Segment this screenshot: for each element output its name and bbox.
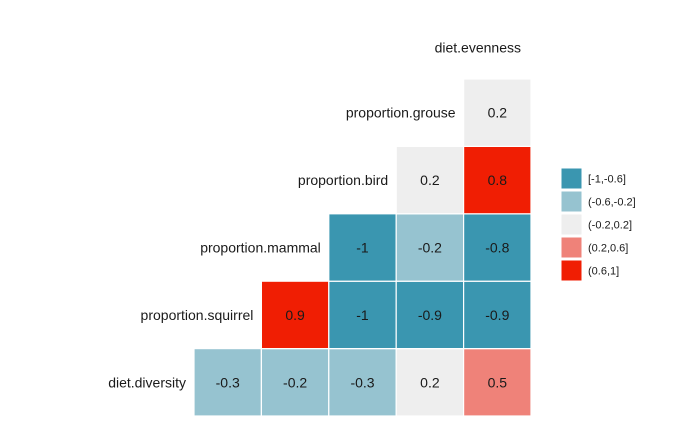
- legend-label: (0.2,0.6]: [588, 243, 628, 255]
- heatmap-cell: [260, 348, 330, 417]
- heatmap-cell: [193, 348, 263, 417]
- legend-swatch: [560, 190, 583, 213]
- heatmap-cell: [463, 213, 532, 282]
- legend-label: (-0.2,0.2]: [588, 220, 632, 232]
- cell-value-label: 0.2: [420, 172, 440, 188]
- heatmap-cell: [463, 78, 532, 148]
- legend: [-1,-0.6] (-0.6,-0.2] (-0.2,0.2] (0.2,0.6] (…: [560, 167, 636, 282]
- variable-label: proportion.mammal: [200, 240, 321, 256]
- cell-value-label: -0.8: [485, 240, 509, 256]
- cell-value-label: 0.5: [488, 374, 508, 390]
- cell-value-label: -1: [356, 307, 369, 323]
- cell-value-label: -0.2: [283, 374, 307, 390]
- legend-label: (-0.6,-0.2]: [588, 197, 636, 209]
- heatmap-cell: [463, 280, 532, 350]
- legend-swatch: [560, 259, 583, 282]
- cell-value-label: -0.3: [350, 374, 374, 390]
- legend-label: [-1,-0.6]: [588, 174, 626, 186]
- legend-swatch: [560, 167, 583, 190]
- legend-swatch: [560, 236, 583, 259]
- heatmap-cell: [395, 145, 465, 215]
- heatmap-cells: [193, 78, 532, 417]
- heatmap-cell: [463, 348, 532, 417]
- cell-value-label: 0.8: [488, 172, 508, 188]
- heatmap-cell: [260, 280, 330, 350]
- cell-value-label: 0.2: [420, 374, 440, 390]
- heatmap-cell: [328, 213, 397, 282]
- cell-value-label: -0.2: [418, 240, 442, 256]
- variable-label: diet.evenness: [435, 40, 521, 56]
- heatmap-cell: [328, 280, 397, 350]
- variable-label: diet.diversity: [108, 374, 186, 390]
- cell-value-label: -0.3: [216, 374, 240, 390]
- legend-label: (0.6,1]: [588, 266, 619, 278]
- heatmap-cell-labels: -0.3 -0.2 -0.3 0.2 0.5 0.9 -1 -0.9 -0.9 -1 -0.2 -0.…: [216, 105, 510, 391]
- legend-swatch: [560, 213, 583, 236]
- cell-value-label: -0.9: [418, 307, 442, 323]
- cell-value-label: 0.9: [285, 307, 305, 323]
- variable-label: proportion.grouse: [346, 105, 456, 121]
- heatmap-cell: [395, 280, 465, 350]
- cell-value-label: -0.9: [485, 307, 509, 323]
- cell-value-label: 0.2: [488, 105, 508, 121]
- variable-label: proportion.squirrel: [141, 307, 254, 323]
- variable-labels: diet.diversity proportion.squirrel proport…: [108, 40, 521, 391]
- variable-label: proportion.bird: [298, 172, 388, 188]
- cell-value-label: -1: [356, 240, 369, 256]
